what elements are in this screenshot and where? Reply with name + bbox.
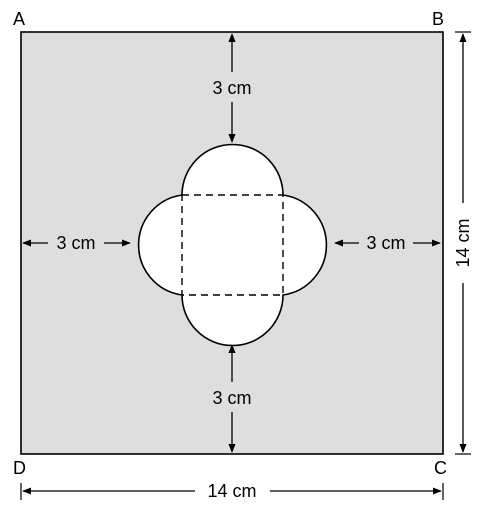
height-label: 14 cm [453, 218, 473, 267]
vertex-a: A [13, 9, 25, 29]
vertex-b: B [432, 9, 444, 29]
inner-square-dashed [181, 194, 284, 296]
vertex-d: D [13, 458, 26, 478]
bottom-gap-label: 3 cm [212, 388, 251, 408]
top-gap-label: 3 cm [212, 78, 251, 98]
width-label: 14 cm [207, 481, 256, 501]
right-gap-label: 3 cm [366, 233, 405, 253]
vertex-c: C [434, 458, 447, 478]
left-gap-label: 3 cm [56, 233, 95, 253]
